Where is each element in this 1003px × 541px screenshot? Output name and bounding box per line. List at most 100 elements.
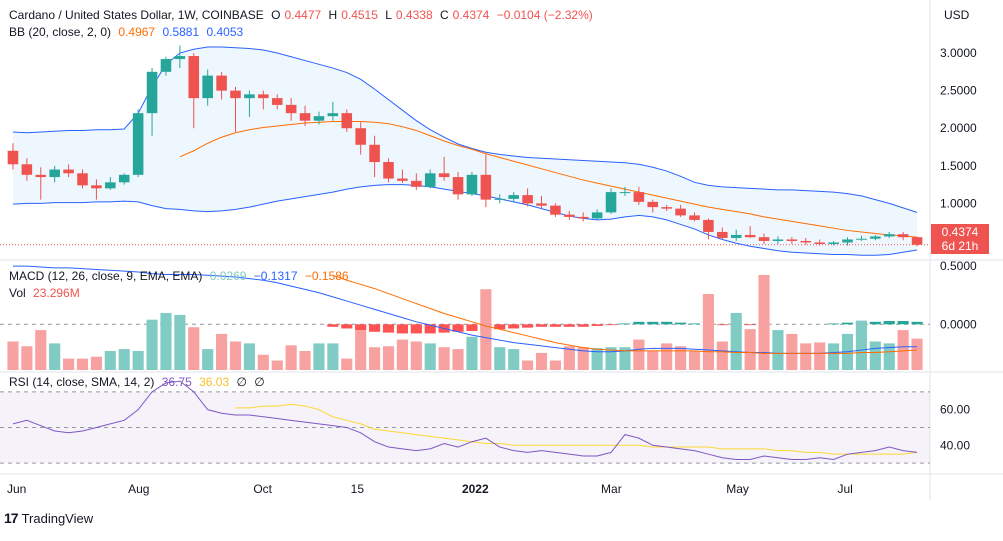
volume-bar (508, 349, 520, 370)
volume-bar (814, 342, 826, 370)
candle-body (160, 59, 172, 72)
candle-body (591, 212, 603, 219)
volume-bar (855, 320, 867, 370)
candle-body (675, 208, 686, 216)
price-axis-label: 3.0000 (940, 46, 977, 60)
candle-body (230, 90, 241, 99)
candle-body (564, 214, 575, 217)
macd-histogram-bar (424, 324, 436, 334)
candle-body (730, 234, 742, 238)
volume-bar (299, 351, 311, 370)
volume-bar (35, 330, 47, 370)
price-axis-label: 0.5000 (940, 259, 977, 273)
macd-histogram-bar (911, 321, 923, 325)
candle-body (285, 104, 297, 114)
vol-label: Vol (9, 286, 26, 300)
macd-histogram-bar (577, 324, 589, 327)
macd-histogram-bar (549, 324, 561, 327)
bb-basis-value: 0.4967 (118, 25, 156, 39)
bb-basis-line (179, 120, 918, 238)
bb-lower-value: 0.4053 (206, 25, 244, 39)
candle-body (911, 237, 923, 245)
candle-body (397, 178, 408, 181)
candle-body (786, 239, 798, 241)
volume-bar (132, 351, 144, 370)
volume-bar (452, 349, 464, 370)
candle-body (258, 94, 269, 99)
candle-body (550, 205, 561, 215)
rsi-ma-value: 36.03 (199, 375, 230, 389)
volume-bar (702, 294, 714, 370)
macd-histogram-bar (522, 324, 534, 328)
macd-legend[interactable]: MACD (12, 26, close, 9, EMA, EMA) 0.0269… (9, 268, 353, 284)
macd-hist-value: 0.0269 (209, 269, 247, 283)
volume-bar (730, 313, 742, 370)
volume-bar (494, 347, 506, 370)
macd-label: MACD (12, 26, close, 9, EMA, EMA) (9, 269, 203, 283)
macd-histogram-bar (619, 323, 631, 325)
rsi-legend[interactable]: RSI (14, close, SMA, 14, 2) 36.75 36.03 … (9, 374, 269, 390)
candle-body (202, 75, 213, 99)
volume-bar (869, 341, 881, 370)
volume-bar (257, 354, 269, 370)
low-value: 0.4338 (395, 8, 433, 22)
tradingview-logo[interactable]: 17 TradingView (4, 510, 93, 526)
bb-lower-line (12, 184, 918, 256)
volume-bar (271, 360, 283, 370)
rsi-value: 36.75 (161, 375, 192, 389)
candle-body (132, 113, 144, 175)
macd-histogram-bar (605, 324, 617, 326)
candle-body (842, 239, 853, 243)
macd-histogram-bar (591, 324, 603, 326)
volume-bar (772, 330, 784, 370)
macd-histogram-bar (355, 324, 367, 331)
candle-body (438, 173, 450, 178)
macd-histogram-bar (688, 323, 701, 325)
high-label: H (328, 8, 338, 22)
candle-body (647, 201, 659, 208)
volume-bar (633, 339, 645, 370)
volume-bar (229, 341, 242, 370)
price-axis-label: 2.0000 (940, 121, 977, 135)
volume-bar (661, 343, 673, 370)
bb-legend[interactable]: BB (20, close, 2, 0) 0.4967 0.5881 0.405… (9, 24, 247, 40)
candle-body (271, 98, 283, 105)
macd-histogram-bar (327, 324, 339, 327)
bar-countdown: 6d 21h (941, 239, 979, 253)
volume-bar (675, 346, 687, 370)
macd-histogram-bar (369, 324, 381, 332)
macd-histogram-bar (563, 324, 575, 327)
candle-body (341, 113, 353, 129)
volume-bar (341, 358, 353, 370)
time-axis-label: Oct (253, 482, 272, 496)
macd-histogram-bar (869, 321, 881, 325)
vol-legend[interactable]: Vol 23.296M (9, 285, 84, 301)
macd-histogram-bar (828, 323, 840, 325)
time-axis-label: 2022 (462, 482, 489, 496)
macd-line (12, 265, 918, 354)
time-axis-label: 15 (351, 482, 365, 496)
close-value: 0.4374 (452, 8, 490, 22)
volume-bar (549, 360, 561, 370)
candle-body (118, 174, 130, 183)
candle-body (7, 150, 19, 165)
volume-bar (647, 351, 659, 370)
candle-body (63, 169, 74, 174)
candle-body (703, 219, 714, 232)
bb-label: BB (20, close, 2, 0) (9, 25, 112, 39)
candle-body (508, 195, 519, 199)
candle-body (146, 71, 158, 114)
volume-bar (716, 341, 728, 370)
macd-histogram-bar (716, 324, 728, 326)
vol-value: 23.296M (33, 286, 80, 300)
volume-bar (535, 352, 548, 370)
volume-bar (828, 343, 840, 370)
candle-body (77, 173, 88, 186)
rsi-extra-2: ∅ (254, 375, 265, 389)
macd-histogram-bar (661, 321, 673, 325)
volume-bar (355, 330, 367, 370)
macd-histogram-bar (452, 324, 464, 332)
macd-histogram-bar (883, 320, 895, 325)
candle-body (35, 174, 47, 178)
